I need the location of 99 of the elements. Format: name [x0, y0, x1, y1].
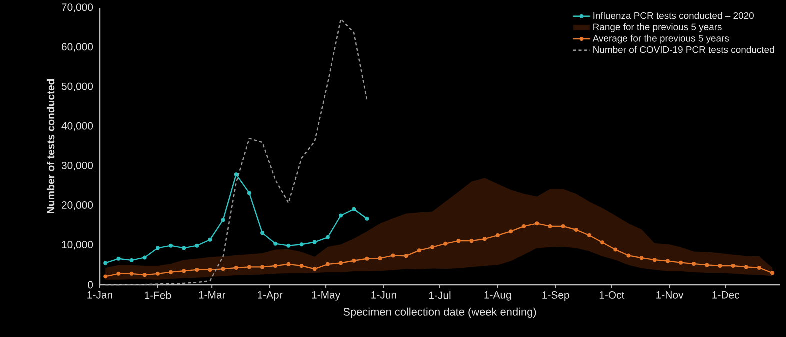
point — [195, 244, 200, 248]
y-tick-label: 50,000 — [62, 82, 94, 92]
point — [286, 262, 291, 266]
x-tick-label: 1-Feb — [145, 292, 172, 300]
x-tick-label: 1-Apr — [258, 292, 283, 301]
point — [496, 234, 500, 238]
point — [731, 264, 736, 268]
point — [142, 273, 147, 278]
x-tick-label: 1-Jan — [88, 292, 112, 299]
point — [456, 239, 461, 244]
point — [352, 258, 356, 263]
point — [312, 267, 317, 272]
point — [640, 256, 644, 260]
point — [247, 265, 252, 270]
point — [378, 256, 382, 260]
x-tick-label: 1-Sep — [542, 292, 570, 301]
point — [274, 264, 278, 268]
x-tick-label: 1-Mar — [199, 292, 226, 299]
point — [679, 260, 683, 265]
point — [404, 254, 408, 258]
point — [365, 256, 370, 261]
x-tick-label: 1-Dec — [712, 292, 740, 299]
point — [156, 246, 160, 250]
point — [744, 265, 748, 270]
point — [561, 224, 566, 228]
point — [116, 272, 121, 276]
point — [548, 224, 552, 228]
point — [208, 268, 212, 272]
point — [286, 244, 291, 248]
y-tick-label: 70,000 — [62, 4, 94, 12]
x-tick-label: 1-Oct — [600, 292, 625, 299]
point — [208, 238, 212, 242]
point — [195, 268, 200, 272]
point — [718, 264, 722, 268]
point — [130, 272, 134, 276]
point — [274, 242, 278, 246]
point — [757, 266, 762, 270]
y-tick-label: 30,000 — [62, 162, 94, 171]
point — [482, 237, 487, 242]
y-tick-label: 0 — [88, 281, 94, 289]
point — [326, 236, 330, 240]
x-tick-label: 1-Jun — [372, 292, 396, 299]
point — [247, 191, 252, 196]
point — [221, 218, 226, 222]
point — [300, 264, 304, 268]
point — [666, 259, 670, 264]
point — [417, 248, 422, 253]
point — [312, 240, 317, 244]
point — [365, 216, 370, 221]
y-tick-label: 20,000 — [62, 202, 94, 210]
y-axis-title: Number of tests conducted — [46, 79, 55, 214]
point — [652, 258, 657, 262]
point — [260, 265, 265, 270]
legend-label: Number of COVID-19 PCR tests conducted — [594, 46, 774, 54]
point — [234, 266, 238, 270]
point — [574, 228, 578, 232]
point — [626, 254, 631, 258]
point — [509, 230, 513, 234]
point — [156, 272, 160, 276]
legend-label: Range for the previous 5 years — [594, 24, 722, 32]
x-tick-label: 1-Jul — [429, 292, 451, 300]
point — [587, 234, 592, 238]
x-tick-label: 1-May — [312, 292, 341, 301]
point — [522, 224, 526, 228]
point — [104, 274, 108, 279]
point — [535, 222, 540, 226]
point — [182, 269, 186, 274]
y-tick-label: 10,000 — [62, 241, 94, 250]
point — [142, 256, 147, 260]
point — [260, 231, 265, 236]
y-tick-label: 60,000 — [62, 43, 94, 52]
point — [130, 258, 134, 262]
legend-label: Influenza PCR tests conducted – 2020 — [594, 12, 754, 20]
point — [300, 242, 304, 247]
legend-label: Average for the previous 5 years — [592, 34, 730, 44]
x-axis-title: Specimen collection date (week ending) — [344, 308, 536, 318]
point — [600, 240, 605, 245]
point — [705, 263, 710, 268]
point — [169, 244, 173, 248]
point — [116, 256, 121, 261]
point — [470, 239, 474, 244]
x-tick-label: 1-Nov — [656, 292, 684, 299]
point — [614, 248, 618, 252]
point — [444, 242, 448, 246]
point — [430, 245, 435, 250]
point — [221, 267, 226, 272]
point — [182, 246, 186, 250]
x-tick-label: 1-Aug — [484, 292, 512, 301]
point — [339, 261, 343, 266]
point — [339, 214, 343, 218]
point — [326, 262, 330, 266]
point — [352, 207, 356, 212]
point — [169, 270, 173, 274]
point — [770, 271, 775, 276]
y-tick-label: 40,000 — [62, 122, 94, 132]
point — [234, 172, 238, 177]
point — [692, 262, 696, 266]
point — [391, 254, 396, 258]
point — [104, 261, 108, 266]
